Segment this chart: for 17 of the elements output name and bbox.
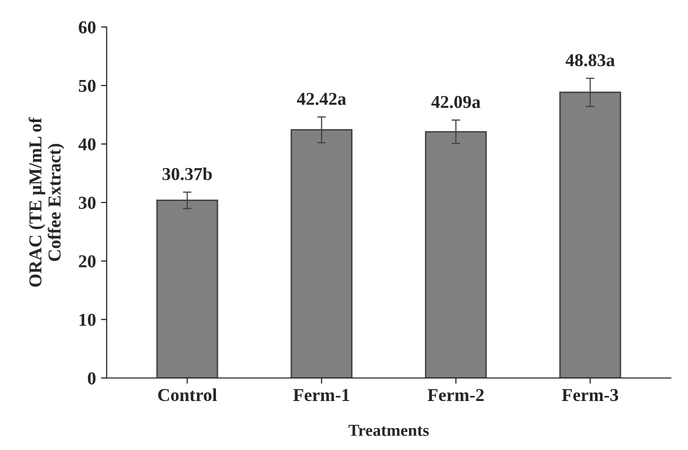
y-tick-label: 40 (78, 138, 96, 150)
data-label: 48.83a (566, 54, 615, 66)
data-label: 42.09a (431, 96, 480, 108)
data-label: 42.42a (296, 92, 346, 106)
x-tick-label: Ferm-2 (428, 388, 484, 402)
x-axis-title: Treatments (348, 424, 429, 436)
x-tick-label: Ferm-1 (293, 389, 350, 402)
y-tick-label: 10 (80, 314, 96, 326)
x-tick-label: Ferm-3 (562, 388, 618, 402)
y-tick-label: 0 (88, 372, 96, 384)
y-tick-label: 30 (78, 196, 96, 209)
y-tick-label: 20 (78, 255, 96, 268)
data-label: 30.37b (162, 167, 212, 180)
x-tick-label: Control (158, 388, 217, 402)
y-axis-title: ORAC (TE μM/mL of Coffee Extract) (28, 117, 64, 287)
y-tick-label: 60 (78, 21, 96, 34)
y-tick-label: 50 (78, 80, 96, 92)
